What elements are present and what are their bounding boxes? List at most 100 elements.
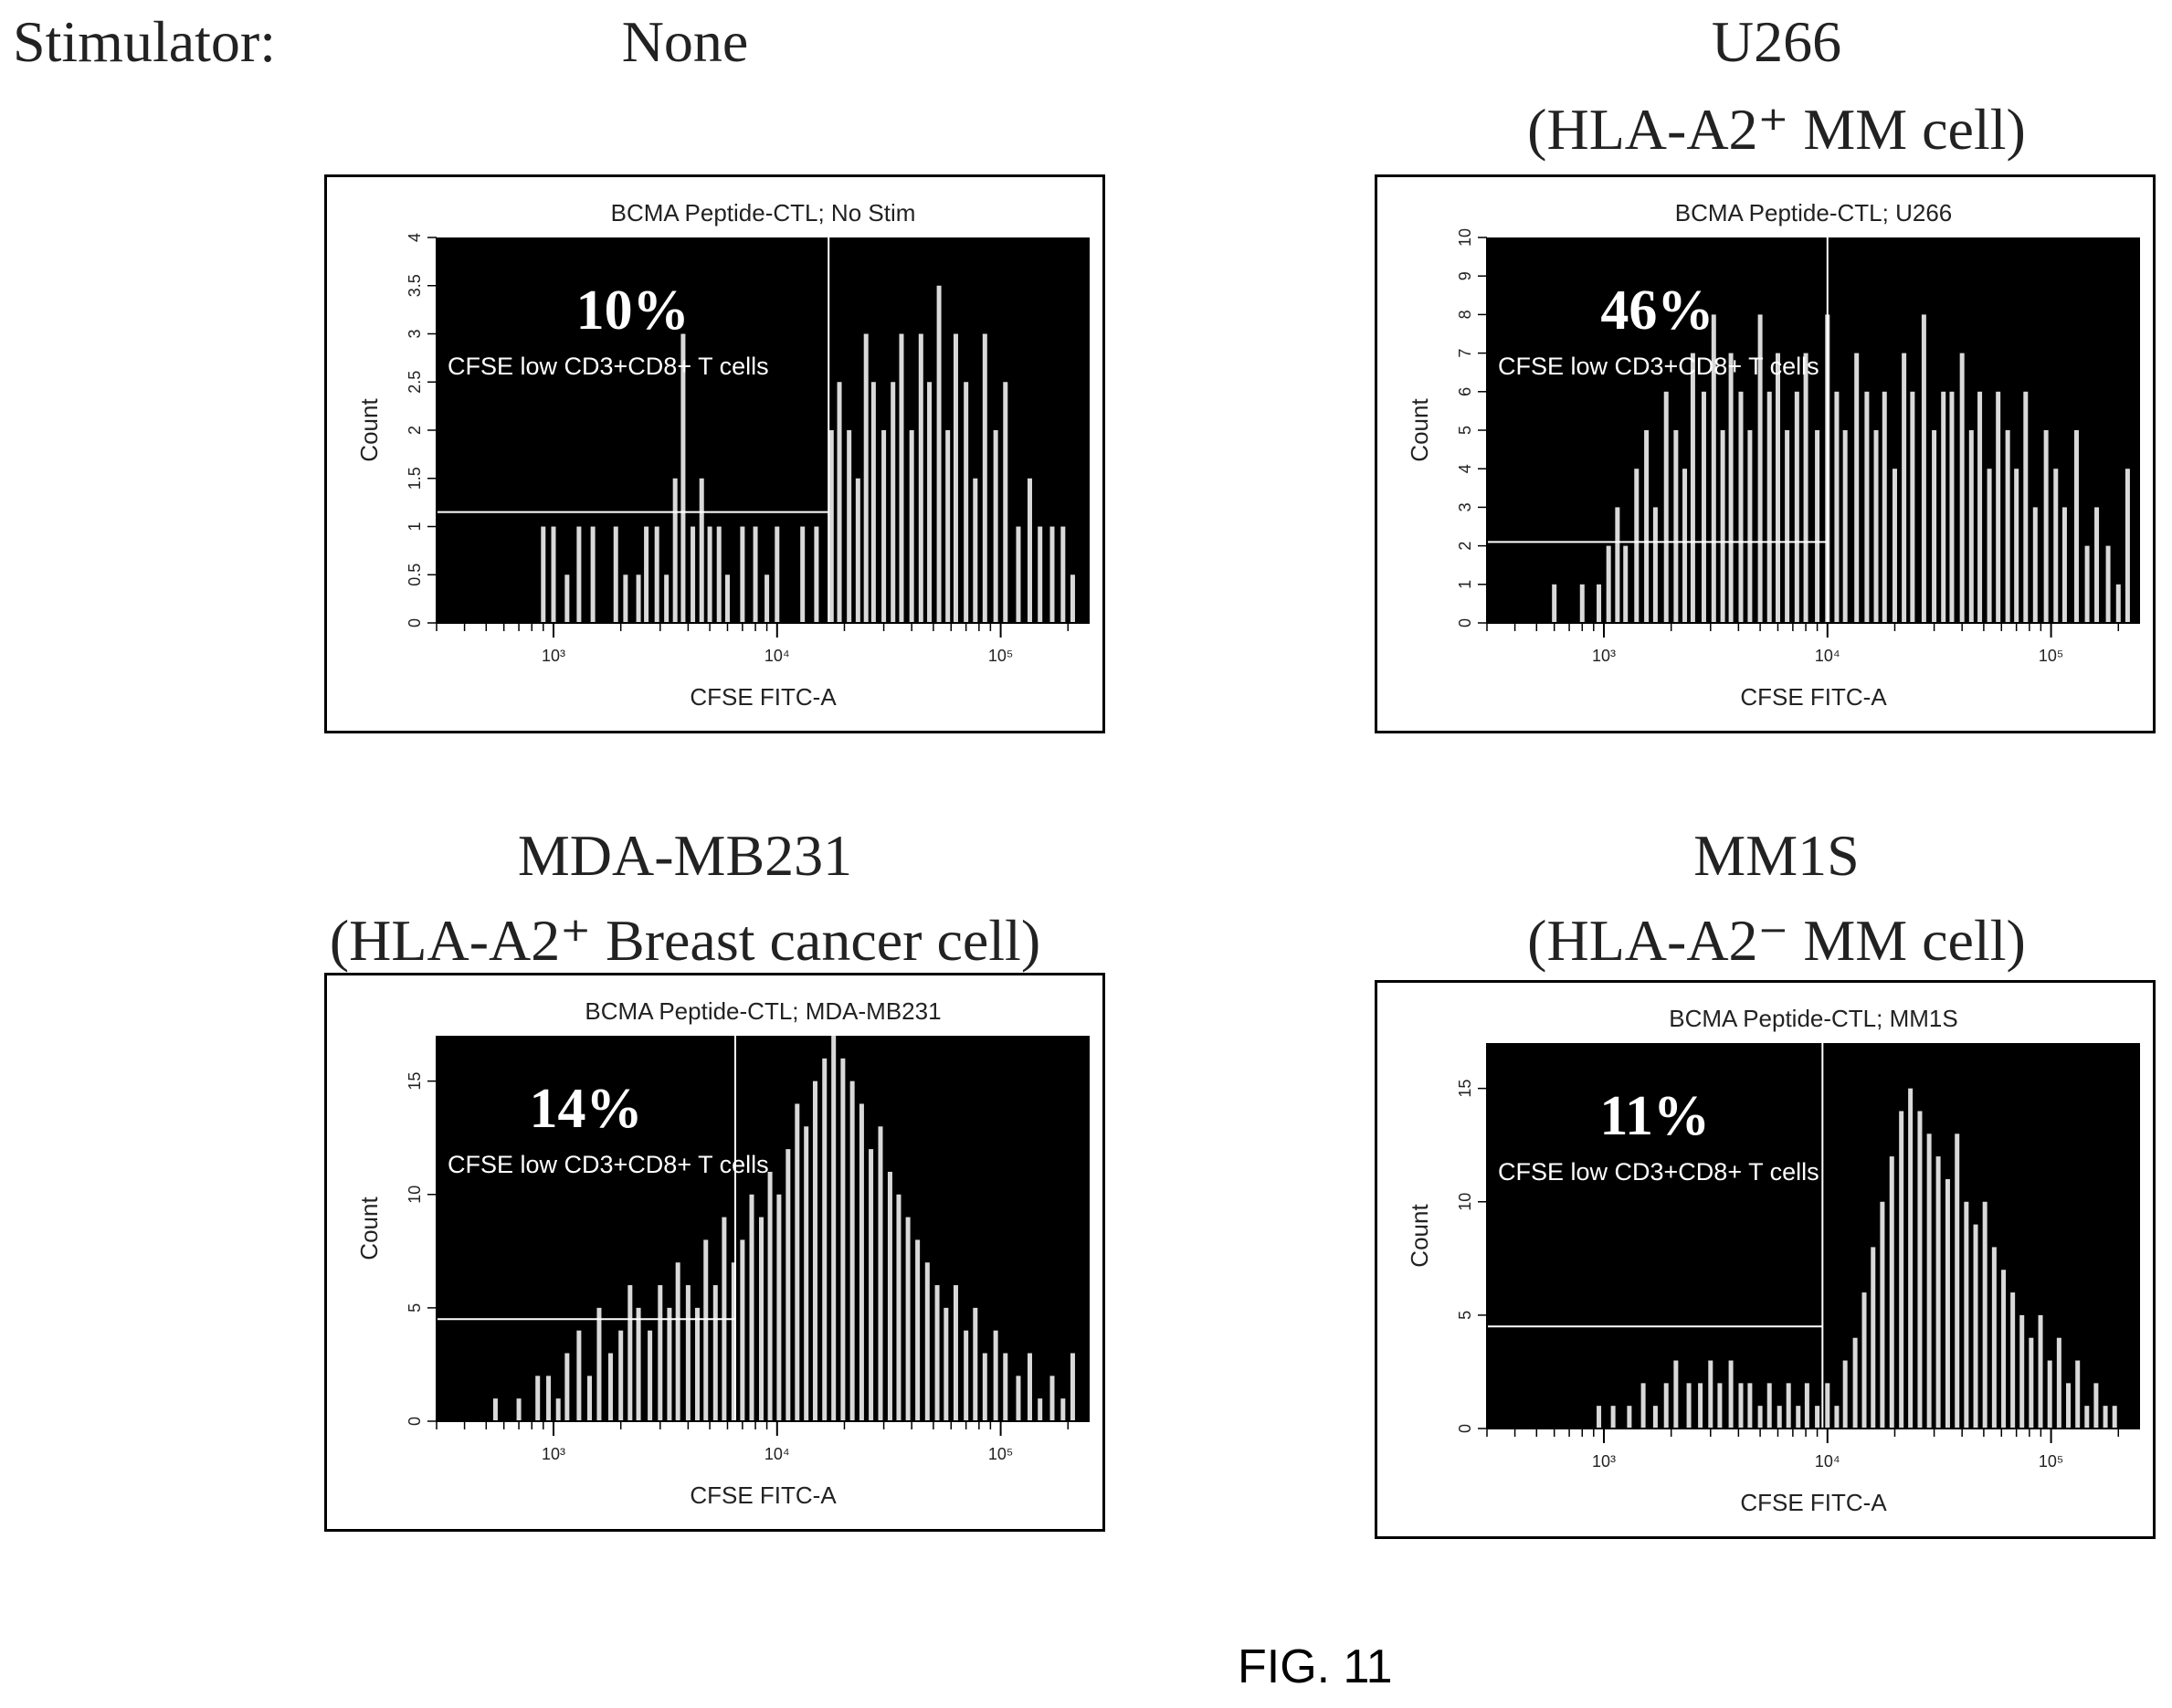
header-none: None <box>621 9 749 74</box>
histogram-bar <box>1682 469 1688 623</box>
histogram-bar <box>982 333 987 623</box>
histogram-bar <box>535 1376 541 1421</box>
y-tick-label: 2.5 <box>406 371 424 394</box>
histogram-bar <box>618 1330 624 1421</box>
histogram-bar <box>672 478 678 623</box>
histogram-bar <box>878 1126 883 1421</box>
histogram-bar <box>2125 469 2130 623</box>
gate-percent: 11% <box>1599 1085 1710 1147</box>
histogram-bar <box>667 1307 672 1421</box>
histogram-bar <box>847 430 852 623</box>
histogram-bar <box>837 382 842 623</box>
histogram-bar <box>1871 1247 1876 1429</box>
histogram-bar <box>1552 584 1557 623</box>
histogram-bar <box>596 1307 602 1421</box>
header-mda-sub: (HLA-A2⁺ Breast cancer cell) <box>329 908 1041 973</box>
y-tick-label: 0 <box>1456 618 1474 627</box>
histogram-bar <box>703 1239 709 1421</box>
y-tick-label: 10 <box>406 1186 424 1204</box>
histogram-bar <box>964 382 969 623</box>
histogram-bar <box>1070 1353 1075 1421</box>
plot-area <box>1487 237 2140 623</box>
histogram-bar <box>2084 1406 2090 1429</box>
histogram-bar <box>636 575 641 623</box>
x-tick-label: 10⁵ <box>988 647 1013 665</box>
histogram-bar <box>909 430 914 623</box>
histogram-bar <box>1834 1406 1840 1429</box>
histogram-bar <box>2066 1383 2072 1429</box>
panel-mda-mb231: BCMA Peptide-CTL; MDA-MB231 14% CFSE low C… <box>324 973 1105 1532</box>
y-tick-label: 0 <box>406 618 424 627</box>
histogram-bar <box>648 1330 653 1421</box>
histogram-bar <box>1982 1201 1987 1429</box>
histogram-bar <box>1663 391 1669 623</box>
histogram-bar <box>1803 353 1808 623</box>
gate-percent: 14% <box>529 1078 642 1140</box>
histogram-bar <box>1597 1406 1602 1429</box>
histogram-bar <box>1941 391 1946 623</box>
histogram-bar <box>1673 430 1679 623</box>
histogram-bar <box>1615 507 1620 623</box>
y-tick-label: 3 <box>1456 502 1474 511</box>
histogram-bar <box>1766 391 1772 623</box>
y-tick-label: 0 <box>406 1417 424 1426</box>
y-tick-label: 5 <box>1456 1311 1474 1320</box>
histogram-bar <box>1652 507 1658 623</box>
histogram-bar <box>1854 353 1860 623</box>
header-u266-sub: (HLA-A2⁺ MM cell) <box>1527 97 2026 162</box>
histogram-bar <box>1701 391 1706 623</box>
y-tick-label: 8 <box>1456 310 1474 319</box>
y-tick-label: 2 <box>1456 542 1474 551</box>
y-tick-label: 0 <box>1456 1424 1474 1433</box>
histogram-bar <box>2105 545 2111 623</box>
histogram-bar <box>1815 1406 1820 1429</box>
y-axis-label: Count <box>1406 398 1433 462</box>
histogram-bar <box>2112 1406 2117 1429</box>
histogram-bar <box>1634 469 1640 623</box>
y-axis-label: Count <box>355 398 383 462</box>
gate-label: CFSE low CD3+CD8+ T cells <box>1498 353 1819 380</box>
chart-title: BCMA Peptide-CTL; MM1S <box>1669 1005 1957 1032</box>
histogram-bar <box>944 1307 949 1421</box>
histogram-bar <box>740 526 745 623</box>
histogram-bar <box>1987 469 1992 623</box>
histogram-bar <box>1049 1376 1055 1421</box>
histogram-bar <box>804 1126 809 1421</box>
histogram-bar <box>707 526 712 623</box>
histogram-bar <box>1610 1406 1616 1429</box>
histogram-bar <box>2094 507 2100 623</box>
chart-title: BCMA Peptide-CTL; U266 <box>1675 199 1952 227</box>
histogram-bar <box>1652 1406 1658 1429</box>
histogram-bar <box>1949 391 1955 623</box>
histogram-u266: BCMA Peptide-CTL; U266 46% CFSE low CD3+CD… <box>1406 199 2140 711</box>
x-axis-label: CFSE FITC-A <box>690 1481 837 1509</box>
histogram-bar <box>2029 1337 2034 1429</box>
histogram-bar <box>936 285 942 623</box>
histogram-bar <box>1027 478 1032 623</box>
histogram-bar <box>1757 314 1763 623</box>
histogram-bar <box>924 1262 930 1421</box>
histogram-bar <box>2010 1292 2016 1429</box>
histogram-bar <box>546 1376 552 1421</box>
y-tick-label: 3.5 <box>406 274 424 297</box>
histogram-bar <box>1892 469 1897 623</box>
histogram-bar <box>1606 545 1611 623</box>
histogram-bar <box>869 1149 874 1421</box>
histogram-bar <box>927 382 933 623</box>
histogram-bar <box>1921 314 1926 623</box>
histogram-bar <box>675 1262 680 1421</box>
x-axis-label: CFSE FITC-A <box>1740 1489 1887 1516</box>
histogram-bar <box>2093 1383 2099 1429</box>
gate-label: CFSE low CD3+CD8+ T cells <box>448 1151 769 1178</box>
histogram-bar <box>795 1103 800 1421</box>
histogram-bar <box>1775 353 1780 623</box>
histogram-bar <box>1640 1383 1646 1429</box>
histogram-bar <box>1804 1383 1809 1429</box>
x-tick-label: 10⁴ <box>1815 647 1840 665</box>
histogram-bar <box>1016 526 1021 623</box>
chart-title: BCMA Peptide-CTL; No Stim <box>611 199 916 227</box>
histogram-bar <box>1852 1337 1858 1429</box>
histogram-bar <box>1627 1406 1632 1429</box>
y-tick-label: 9 <box>1456 271 1474 280</box>
histogram-bar <box>1899 1111 1904 1429</box>
